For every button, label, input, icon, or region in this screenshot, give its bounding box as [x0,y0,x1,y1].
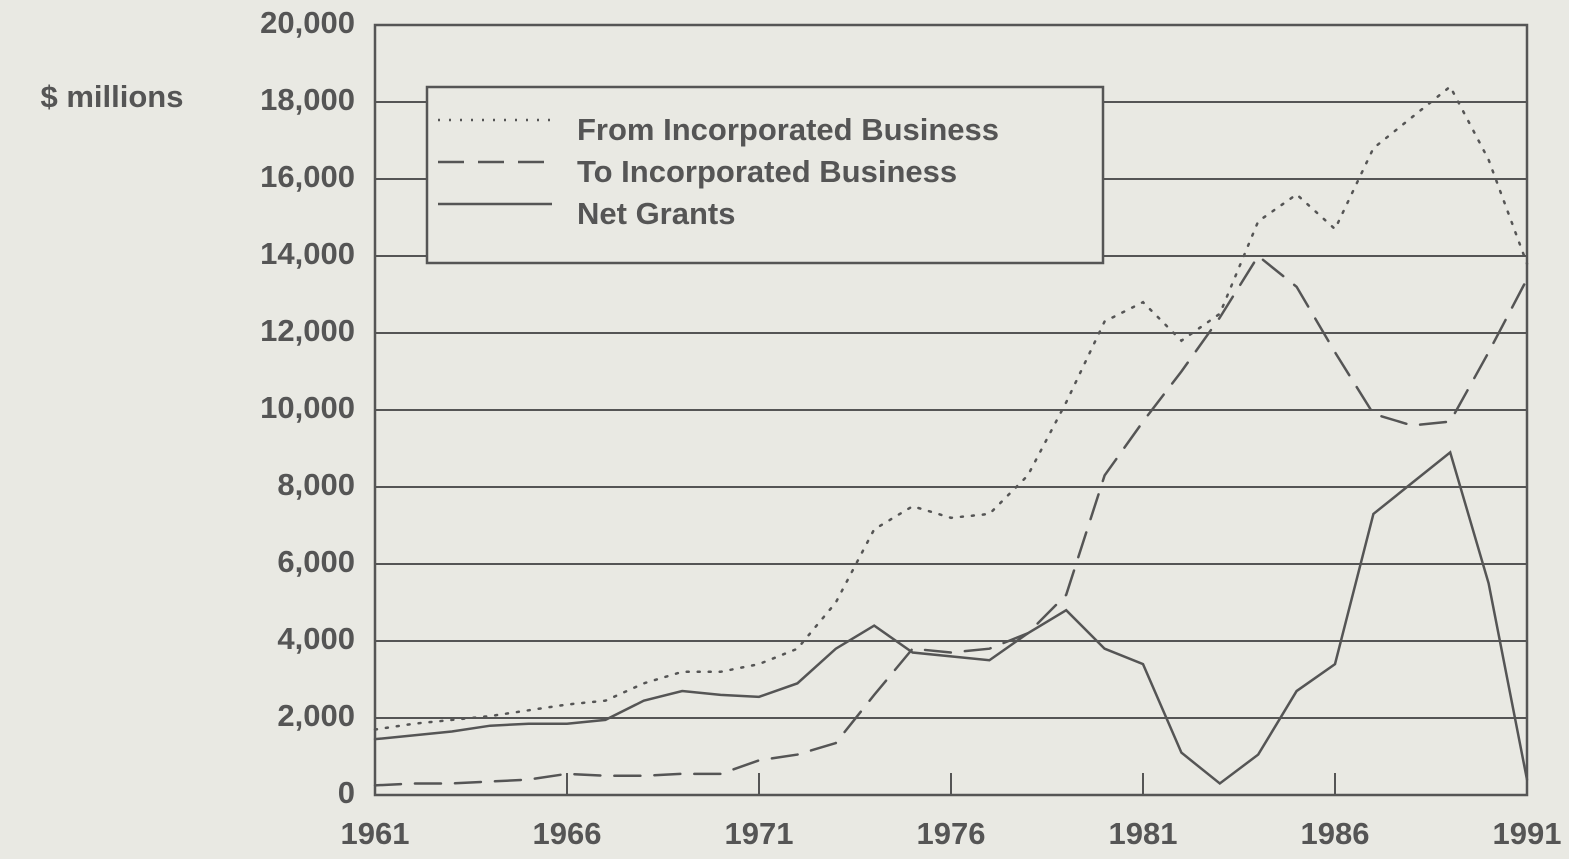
y-tick-label: 12,000 [260,313,355,348]
x-tick-label: 1966 [533,816,602,851]
y-tick-label: 2,000 [277,698,355,733]
y-tick-label: 16,000 [260,159,355,194]
x-tick-label: 1976 [917,816,986,851]
y-tick-label: 18,000 [260,82,355,117]
legend-label: To Incorporated Business [577,154,957,189]
x-tick-label: 1991 [1493,816,1562,851]
y-tick-label: 8,000 [277,467,355,502]
series-line [373,254,1529,787]
x-tick-label: 1981 [1109,816,1178,851]
series-line [373,84,1529,731]
y-tick-label: 20,000 [260,5,355,40]
y-tick-label: 14,000 [260,236,355,271]
y-tick-label: 4,000 [277,621,355,656]
legend-label: From Incorporated Business [577,112,999,147]
legend-box [425,85,1105,265]
y-tick-label: 0 [338,775,355,810]
x-tick-label: 1971 [725,816,794,851]
plot-frame [373,23,1529,797]
series-line [373,450,1529,786]
y-tick-label: 10,000 [260,390,355,425]
x-tick-label: 1961 [341,816,410,851]
x-tick-label: 1986 [1301,816,1370,851]
y-axis-label: $ millions [41,79,184,114]
y-tick-label: 6,000 [277,544,355,579]
legend-label: Net Grants [577,196,735,231]
